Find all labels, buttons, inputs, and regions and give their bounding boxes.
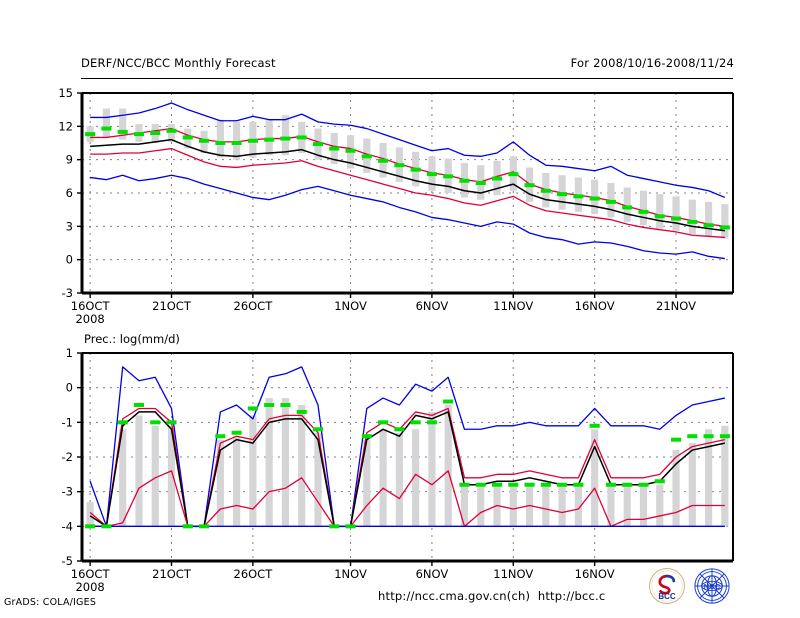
logo-group: BCC NCC bbox=[648, 567, 748, 605]
spread-bar bbox=[249, 415, 257, 527]
y-tick-label: 12 bbox=[58, 119, 73, 133]
spread-bar bbox=[574, 484, 582, 527]
spread-bar bbox=[395, 432, 403, 527]
chart-panel-temperature: -3 0 3 6 9 12 15 16OCT 21OCT 26OCT 1NOV 6NOV 11NOV 16… bbox=[0, 84, 800, 324]
spread-bar bbox=[314, 432, 322, 527]
spread-bar bbox=[233, 436, 241, 527]
y-tick-label: 3 bbox=[66, 219, 73, 233]
spread-bar bbox=[151, 425, 159, 527]
spread-bar bbox=[444, 405, 452, 527]
precipitation-axis-title: Prec.: log(mm/d) bbox=[84, 332, 180, 346]
y-tick-label: -5 bbox=[62, 554, 73, 568]
bcc-logo-label: BCC bbox=[658, 592, 676, 601]
spread-bar bbox=[477, 484, 485, 527]
x-tick-label: 16OCT bbox=[71, 567, 111, 581]
spread-bar bbox=[607, 484, 615, 527]
y-tick-label: -4 bbox=[62, 519, 73, 533]
spread-bar bbox=[102, 108, 110, 138]
spread-bar bbox=[542, 484, 550, 527]
x-tick-label: 11NOV bbox=[493, 299, 533, 313]
spread-bar bbox=[721, 204, 729, 239]
grads-credit: GrADS: COLA/IGES bbox=[4, 597, 97, 608]
spread-bar bbox=[623, 484, 631, 527]
spread-bar bbox=[167, 425, 176, 527]
spread-bar bbox=[688, 443, 696, 527]
spread-bar bbox=[281, 115, 290, 156]
x-tick-label: 21NOV bbox=[656, 299, 696, 313]
x-tick-label: 26OCT bbox=[234, 567, 274, 581]
ncc-logo-icon: NCC bbox=[694, 568, 730, 604]
series-line-lower_quartile bbox=[90, 147, 725, 239]
header-title: DERF/NCC/BCC Monthly Forecast bbox=[81, 56, 276, 70]
y-tick-label: 0 bbox=[66, 253, 73, 267]
y-tick-label: -2 bbox=[62, 450, 73, 464]
spread-bar bbox=[265, 398, 273, 527]
spread-bar bbox=[428, 411, 436, 527]
spread-bar bbox=[460, 484, 469, 527]
series-line-max bbox=[90, 102, 726, 199]
spread-bar bbox=[379, 429, 387, 527]
x-tick-label: 11NOV bbox=[493, 567, 533, 581]
spread-bar bbox=[363, 439, 371, 527]
spread-bar bbox=[167, 124, 176, 142]
spread-bar bbox=[688, 199, 696, 235]
x-tick-label: 21OCT bbox=[152, 299, 192, 313]
header-forecast-period: For 2008/10/16-2008/11/24 bbox=[570, 56, 734, 70]
x-tick-label: 26OCT bbox=[234, 299, 274, 313]
temperature-chart-svg: -3 0 3 6 9 12 15 16OCT 21OCT 26OCT 1NOV 6NOV 11NOV 16… bbox=[58, 86, 734, 324]
x-tick-label: 6NOV bbox=[416, 567, 449, 581]
spread-bar bbox=[656, 194, 664, 229]
y-tick-label: -1 bbox=[62, 415, 73, 429]
header-block: DERF/NCC/BCC Monthly Forecast Member Siz… bbox=[0, 22, 800, 169]
y-tick-label: 6 bbox=[66, 186, 73, 200]
spread-bar bbox=[216, 119, 224, 158]
spread-bar bbox=[119, 429, 127, 527]
header-divider bbox=[81, 78, 733, 79]
spread-bar bbox=[298, 405, 306, 527]
bcc-logo-icon: BCC bbox=[649, 568, 685, 604]
series-line-min bbox=[90, 174, 725, 260]
spread-bar bbox=[265, 119, 273, 156]
x-tick-label: 1NOV bbox=[334, 567, 367, 581]
y-tick-label: 0 bbox=[66, 381, 73, 395]
spread-bar bbox=[672, 450, 680, 527]
spread-bar bbox=[639, 484, 648, 527]
spread-bar bbox=[672, 196, 680, 231]
spread-bar bbox=[639, 190, 648, 226]
y-tick-label: 9 bbox=[66, 153, 73, 167]
x-tick-label: 16NOV bbox=[575, 567, 615, 581]
spread-bar bbox=[86, 502, 94, 527]
x-tick-label: 16NOV bbox=[575, 299, 615, 313]
x-tick-label: 6NOV bbox=[416, 299, 449, 313]
spread-bar bbox=[233, 121, 241, 160]
spread-bar bbox=[705, 429, 713, 527]
spread-bar bbox=[656, 484, 664, 527]
y-tick-label: -3 bbox=[62, 485, 73, 499]
series-line-mean bbox=[90, 138, 725, 232]
spread-bar bbox=[721, 425, 729, 527]
x-tick-label: 1NOV bbox=[334, 299, 367, 313]
spread-bar bbox=[119, 108, 127, 140]
chart-panel-precipitation: -5 -4 -3 -2 -1 0 1 16OCT 21OCT 26OCT 1NOV 6NOV 11NOV… bbox=[0, 325, 800, 595]
spread-bar bbox=[591, 429, 599, 527]
spread-bar bbox=[412, 429, 420, 527]
spread-bar bbox=[509, 484, 517, 527]
spread-bar bbox=[558, 484, 566, 527]
spread-bar bbox=[281, 398, 290, 527]
spread-bar bbox=[216, 439, 224, 527]
website-urls: http://ncc.cma.gov.cn(ch) http://bcc.c bbox=[378, 589, 606, 603]
x-tick-label: 21OCT bbox=[152, 567, 192, 581]
y-tick-label: 15 bbox=[58, 86, 73, 100]
x-tick-label: 16OCT bbox=[71, 299, 111, 313]
precipitation-chart-svg: -5 -4 -3 -2 -1 0 1 16OCT 21OCT 26OCT 1NOV 6NOV 11NOV… bbox=[62, 332, 734, 594]
ncc-logo-label: NCC bbox=[704, 582, 721, 591]
x-axis-year-label: 2008 bbox=[75, 312, 104, 324]
spread-bar bbox=[135, 415, 143, 527]
x-axis-year-label: 2008 bbox=[75, 580, 104, 594]
y-tick-label: 1 bbox=[66, 346, 73, 360]
spread-bar bbox=[705, 201, 713, 237]
y-tick-label: -3 bbox=[62, 286, 73, 300]
series-line-upper_quartile bbox=[90, 127, 725, 227]
spread-bar bbox=[623, 187, 631, 222]
